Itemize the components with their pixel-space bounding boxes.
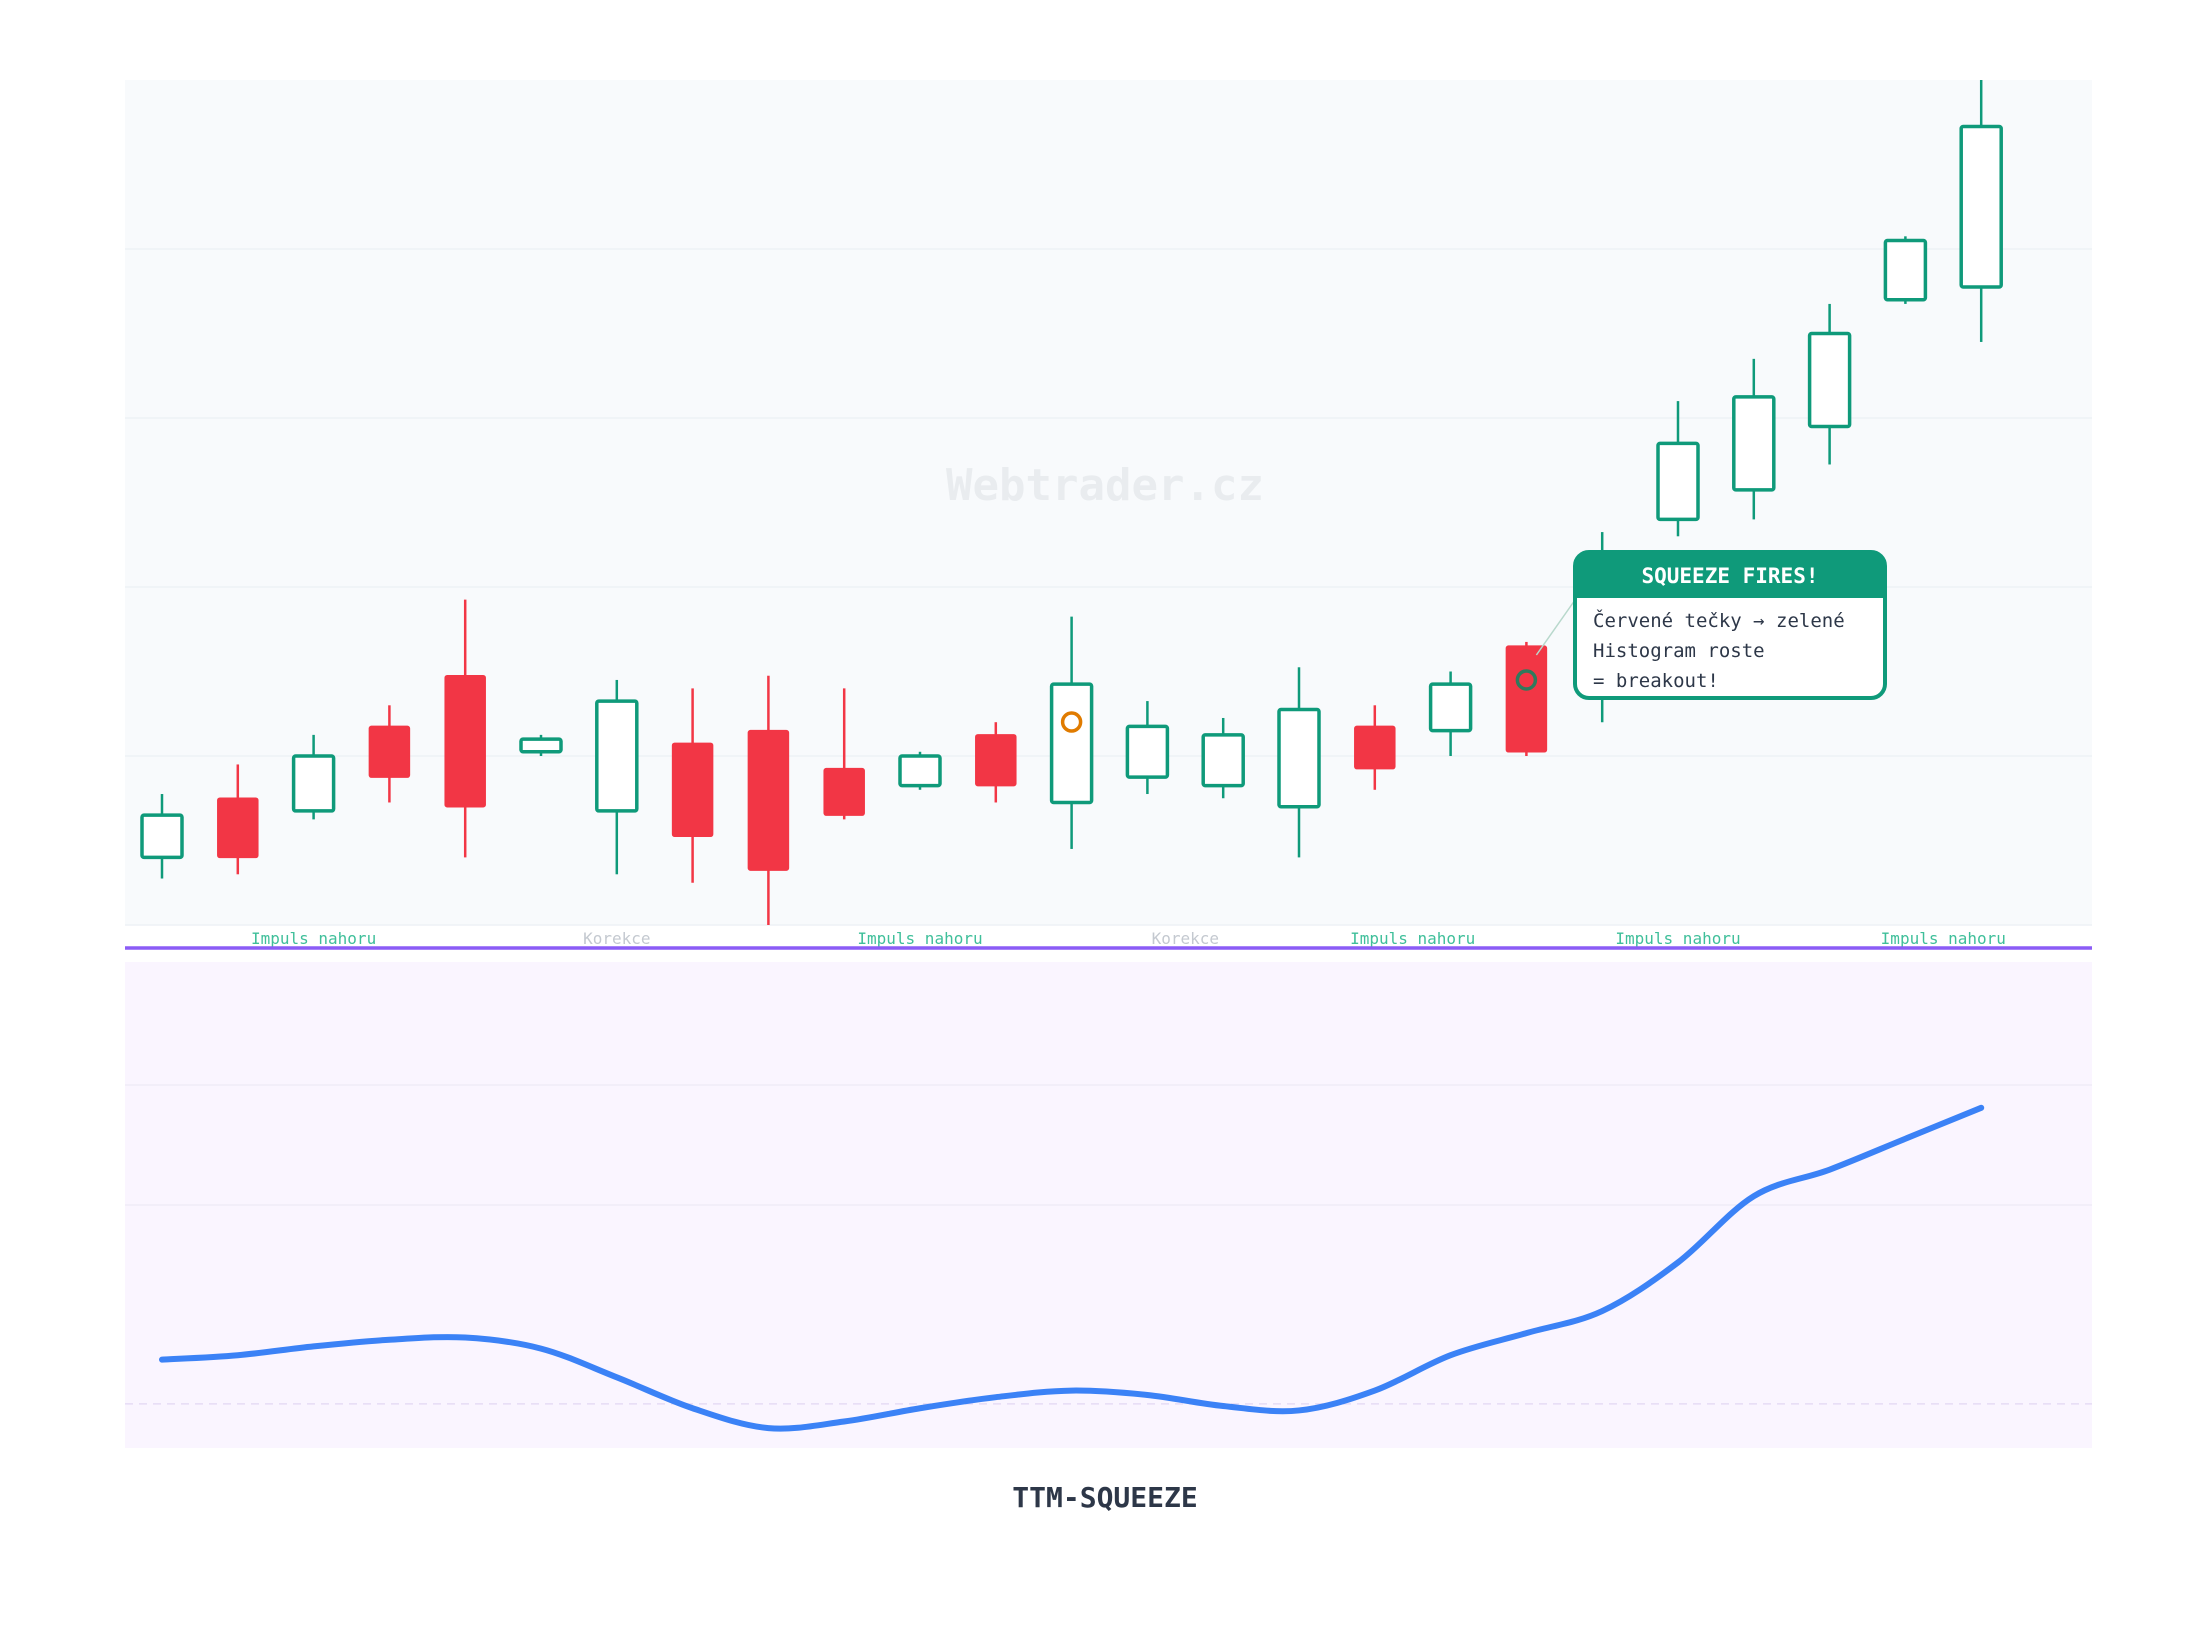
candle bbox=[1049, 616, 1094, 849]
momentum-line bbox=[159, 1104, 1985, 1432]
squeeze-dot bbox=[1515, 669, 1538, 691]
candle-body bbox=[444, 674, 486, 808]
candle-body bbox=[519, 737, 563, 754]
indicator-title: TTM-SQUEEZE bbox=[1012, 1481, 1197, 1514]
candle bbox=[898, 751, 942, 790]
candle bbox=[1125, 701, 1170, 795]
candle-body bbox=[291, 754, 336, 813]
phase-label: Korekce bbox=[1152, 929, 1219, 948]
candle bbox=[1428, 671, 1473, 756]
candle-body bbox=[217, 797, 259, 859]
candle bbox=[1959, 80, 2003, 342]
candlesticks bbox=[140, 80, 2003, 925]
candle-body bbox=[1959, 124, 2003, 289]
candle-body bbox=[1049, 682, 1094, 805]
candle bbox=[140, 794, 184, 879]
candle bbox=[975, 722, 1017, 803]
candle-body bbox=[595, 699, 639, 813]
callout-line: Červené tečky → zelené bbox=[1593, 608, 1845, 632]
candle-body bbox=[747, 729, 790, 871]
candle bbox=[1277, 667, 1321, 858]
squeeze-dot bbox=[1060, 711, 1083, 733]
candle bbox=[1354, 705, 1396, 790]
candle-body bbox=[1505, 645, 1548, 753]
candle bbox=[368, 705, 411, 803]
candle bbox=[1732, 358, 1776, 520]
phase-label: Korekce bbox=[583, 929, 650, 948]
candle-body bbox=[1807, 331, 1852, 429]
candle-body bbox=[1277, 707, 1321, 809]
candle-body bbox=[1354, 725, 1396, 770]
candle bbox=[1656, 401, 1700, 537]
candle-body bbox=[1656, 441, 1700, 522]
candle-body bbox=[1732, 395, 1776, 492]
candle-body bbox=[368, 725, 411, 778]
candle bbox=[291, 734, 336, 820]
candle-body bbox=[823, 767, 865, 816]
candle-body bbox=[1428, 682, 1473, 733]
watermark: Webtrader.cz bbox=[946, 460, 1264, 511]
candle-body bbox=[671, 742, 714, 838]
candle-body bbox=[140, 813, 184, 860]
phase-label: Impuls nahoru bbox=[857, 929, 982, 948]
candle bbox=[217, 764, 259, 875]
phase-label: Impuls nahoru bbox=[1615, 929, 1740, 948]
phase-label: Impuls nahoru bbox=[251, 929, 376, 948]
candle-body bbox=[1201, 733, 1245, 788]
candle bbox=[519, 734, 563, 756]
candle-body bbox=[975, 734, 1017, 787]
candle bbox=[1505, 641, 1548, 756]
candle bbox=[823, 688, 865, 820]
candle bbox=[1807, 303, 1852, 465]
candle bbox=[595, 679, 639, 875]
phase-label: Impuls nahoru bbox=[1881, 929, 2006, 948]
candle-body bbox=[1883, 238, 1928, 302]
phase-label: Impuls nahoru bbox=[1350, 929, 1475, 948]
candle bbox=[747, 675, 790, 925]
candle bbox=[1883, 236, 1928, 304]
callout-pointer bbox=[1535, 599, 1576, 656]
phase-labels: Impuls nahoru Korekce Impuls nahoru Korekce… bbox=[251, 929, 2006, 948]
indicator-grid bbox=[125, 1084, 2092, 1206]
candle bbox=[1201, 717, 1245, 799]
candle bbox=[671, 688, 714, 883]
candle-body bbox=[1125, 724, 1170, 779]
callout-line: = breakout! bbox=[1593, 670, 1719, 692]
callout-line: Histogram roste bbox=[1593, 640, 1765, 662]
candle-body bbox=[898, 754, 942, 788]
squeeze-callout: SQUEEZE FIRES! Červené tečky → zelené Hi… bbox=[1535, 550, 1887, 700]
candle bbox=[444, 599, 486, 858]
callout-title: SQUEEZE FIRES! bbox=[1641, 564, 1818, 588]
callout-header bbox=[1575, 552, 1885, 598]
